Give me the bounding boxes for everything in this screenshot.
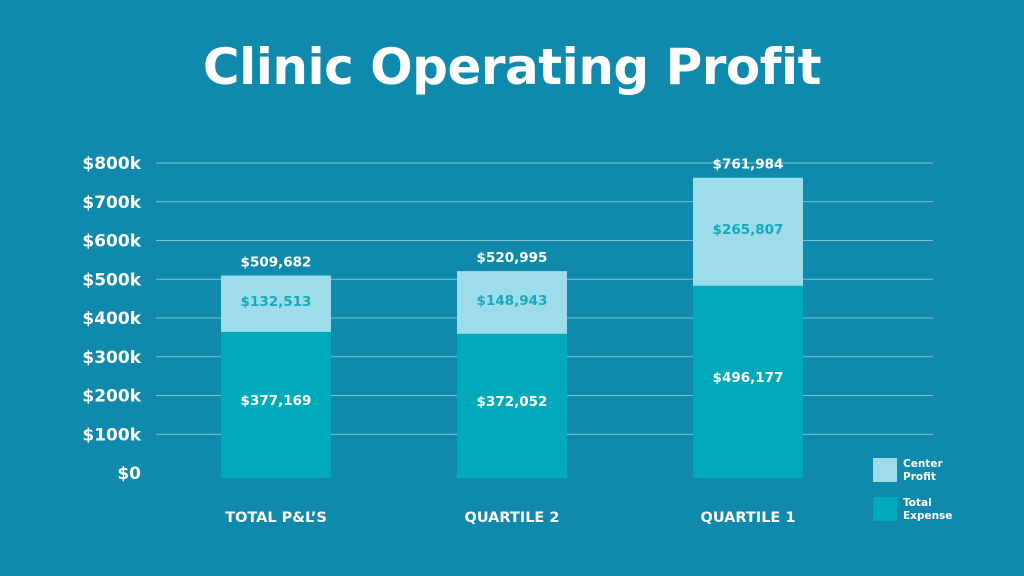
y-tick-label: $500k — [82, 270, 141, 290]
y-tick-label: $800k — [82, 154, 141, 174]
data-label: $372,052 — [477, 394, 548, 410]
bar-segment — [457, 328, 567, 478]
x-tick-label: TOTAL P&L’S — [225, 510, 327, 526]
y-tick-label: $100k — [82, 425, 141, 445]
y-tick-label: $200k — [82, 387, 141, 407]
data-label: $265,807 — [713, 222, 784, 238]
y-tick-label: $600k — [82, 232, 141, 252]
legend-swatch — [873, 458, 897, 482]
bar-segment — [221, 326, 331, 478]
y-tick-label: $700k — [82, 193, 141, 213]
data-label: $377,169 — [241, 393, 312, 409]
data-label: $496,177 — [713, 370, 784, 386]
total-label: $509,682 — [241, 254, 312, 270]
bar-segment — [693, 280, 803, 478]
data-label: $132,513 — [241, 294, 312, 310]
legend-label: Expense — [903, 510, 952, 522]
chart-title: Clinic Operating Profit — [202, 38, 822, 96]
legend-label: Total — [903, 497, 932, 509]
x-tick-label: QUARTILE 1 — [701, 510, 796, 526]
total-label: $761,984 — [713, 157, 784, 173]
legend-swatch — [873, 497, 897, 521]
legend-label: Center — [903, 458, 943, 470]
legend-label: Profit — [903, 471, 936, 483]
y-tick-label: $0 — [117, 464, 141, 484]
y-tick-label: $400k — [82, 309, 141, 329]
bar-segment — [457, 271, 567, 334]
bar-segment — [221, 275, 331, 332]
data-label: $148,943 — [477, 293, 548, 309]
x-tick-label: QUARTILE 2 — [465, 510, 560, 526]
bar-segment — [693, 177, 803, 286]
y-tick-label: $300k — [82, 348, 141, 368]
total-label: $520,995 — [477, 250, 548, 266]
